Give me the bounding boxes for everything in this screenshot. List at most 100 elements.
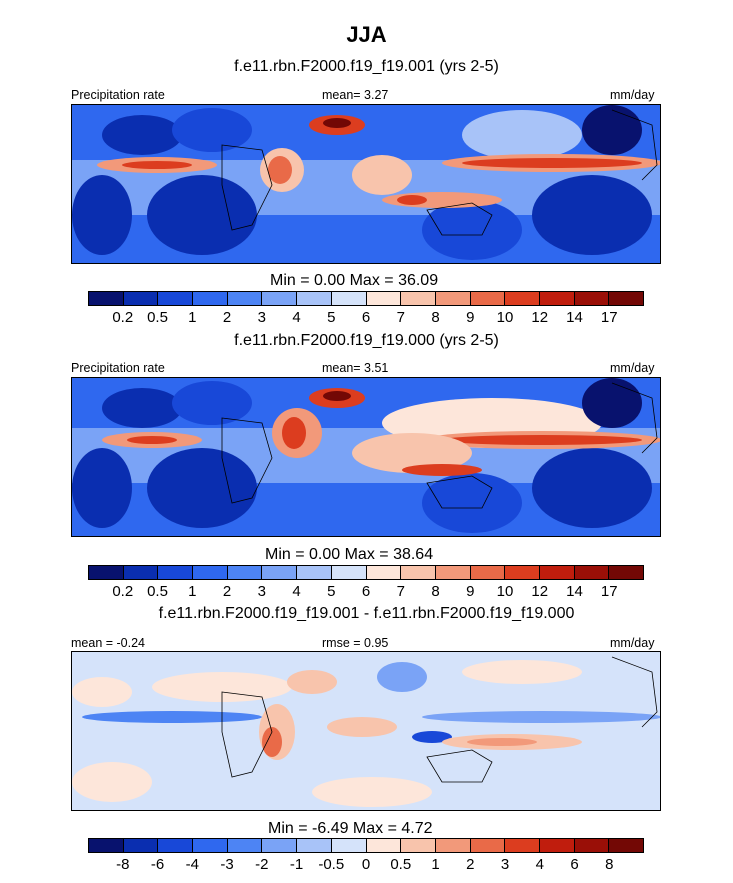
colorbar-swatch [539,292,575,305]
figure-title: JJA [346,22,387,47]
colorbar-tick-label: 3 [500,856,510,873]
colorbar-swatch [505,839,540,852]
colorbar-swatch [331,566,367,579]
colorbar-swatch [193,292,228,305]
colorbar-tick-label: -4 [185,856,199,873]
colorbar-tick-label: -1 [289,856,304,873]
colorbar-swatch [158,839,194,852]
panel1-colorbar-labels: 0.2 0.5 1 2 3 4 5 6 7 8 9 10 12 14 17 [88,309,644,327]
colorbar-tick-label: 14 [566,309,583,326]
colorbar-tick-label: 10 [496,309,514,326]
colorbar-swatch [193,566,228,579]
panel2-units-label: mm/day [610,361,655,375]
colorbar-swatch [470,839,506,852]
colorbar-swatch [297,839,332,852]
colorbar-swatch [470,566,506,579]
colorbar-tick-label: 0.5 [390,856,412,873]
panel2-subtitle: f.e11.rbn.F2000.f19_f19.000 (yrs 2-5) [234,332,499,349]
colorbar-tick-label: -2 [255,856,269,873]
colorbar-swatch [470,292,506,305]
colorbar-tick-label: 4 [535,856,544,873]
colorbar-tick-label: 5 [327,583,336,600]
colorbar-tick-label: 17 [600,309,618,326]
colorbar-tick-label: 2 [222,309,232,326]
colorbar-swatch [262,566,298,579]
colorbar-tick-label: 1 [188,309,197,326]
panel1-units-label: mm/day [610,88,655,102]
panel3-units-label: mm/day [610,636,655,650]
colorbar-tick-label: 0.2 [112,583,134,600]
panel2-map [71,377,661,537]
colorbar-tick-label: 5 [327,309,336,326]
colorbar-swatch [123,566,159,579]
colorbar-tick-label: 6 [361,583,371,600]
colorbar-tick-label: 0 [361,856,371,873]
colorbar-swatch [89,566,124,579]
colorbar-swatch [193,839,228,852]
colorbar-tick-label: 7 [396,583,405,600]
colorbar-tick-label: 4 [292,309,301,326]
colorbar-tick-label: 1 [431,856,440,873]
colorbar-tick-label: 9 [466,583,475,600]
colorbar-swatch [262,839,298,852]
colorbar-swatch [262,292,298,305]
colorbar-tick-label: 1 [188,583,197,600]
colorbar-swatch [227,566,263,579]
colorbar-tick-label: 14 [566,583,583,600]
colorbar-tick-label: 0.5 [147,309,168,326]
colorbar-swatch [401,566,436,579]
panel2-min-max: Min = 0.00 Max = 38.64 [265,546,434,563]
colorbar-swatch [158,566,194,579]
panel3-mean-label: mean = -0.24 [71,636,146,650]
colorbar-tick-label: -0.5 [318,856,345,873]
panel3-colorbar-labels: -8 -6 -4 -3 -2 -1 -0.5 0 0.5 1 2 3 4 6 8 [88,856,644,874]
colorbar-swatch [609,839,643,852]
panel1-colorbar [88,291,644,306]
colorbar-swatch [539,566,575,579]
colorbar-swatch [331,292,367,305]
colorbar-swatch [505,566,540,579]
colorbar-tick-label: -8 [116,856,130,873]
colorbar-swatch [574,839,610,852]
colorbar-swatch [435,292,471,305]
colorbar-tick-label: 0.5 [147,583,168,600]
panel2-mean-label: mean= 3.51 [322,361,389,375]
panel1-map [71,104,661,264]
colorbar-swatch [297,566,332,579]
colorbar-swatch [505,292,540,305]
colorbar-tick-label: 2 [222,583,232,600]
colorbar-swatch [366,566,402,579]
panel2-heatmap [72,378,660,536]
colorbar-tick-label: 0.2 [112,309,134,326]
colorbar-swatch [401,292,436,305]
colorbar-tick-label: 8 [431,309,440,326]
colorbar-swatch [227,839,263,852]
panel3-rmse-label: rmse = 0.95 [322,636,389,650]
panel1-left-label: Precipitation rate [71,88,165,102]
colorbar-swatch [89,839,124,852]
colorbar-swatch [227,292,263,305]
colorbar-tick-label: 8 [605,856,614,873]
panel2-colorbar-labels: 0.2 0.5 1 2 3 4 5 6 7 8 9 10 12 14 17 [88,583,644,601]
panel3-colorbar [88,838,644,853]
panel3-min-max: Min = -6.49 Max = 4.72 [268,820,433,837]
colorbar-swatch [158,292,194,305]
colorbar-tick-label: 2 [466,856,475,873]
panel1-mean-label: mean= 3.27 [322,88,389,102]
panel1-subtitle: f.e11.rbn.F2000.f19_f19.001 (yrs 2-5) [234,58,499,75]
colorbar-swatch [539,839,575,852]
colorbar-tick-label: 8 [431,583,440,600]
panel1-min-max: Min = 0.00 Max = 36.09 [270,272,439,289]
colorbar-tick-label: 6 [361,309,371,326]
colorbar-swatch [366,292,402,305]
panel1-heatmap [72,105,660,263]
colorbar-swatch [331,839,367,852]
colorbar-swatch [574,292,610,305]
colorbar-swatch [123,292,159,305]
panel3-heatmap [72,652,660,810]
colorbar-tick-label: 12 [531,309,549,326]
colorbar-tick-label: 10 [496,583,514,600]
colorbar-swatch [89,292,124,305]
panel3-map [71,651,661,811]
colorbar-tick-label: 3 [257,309,266,326]
